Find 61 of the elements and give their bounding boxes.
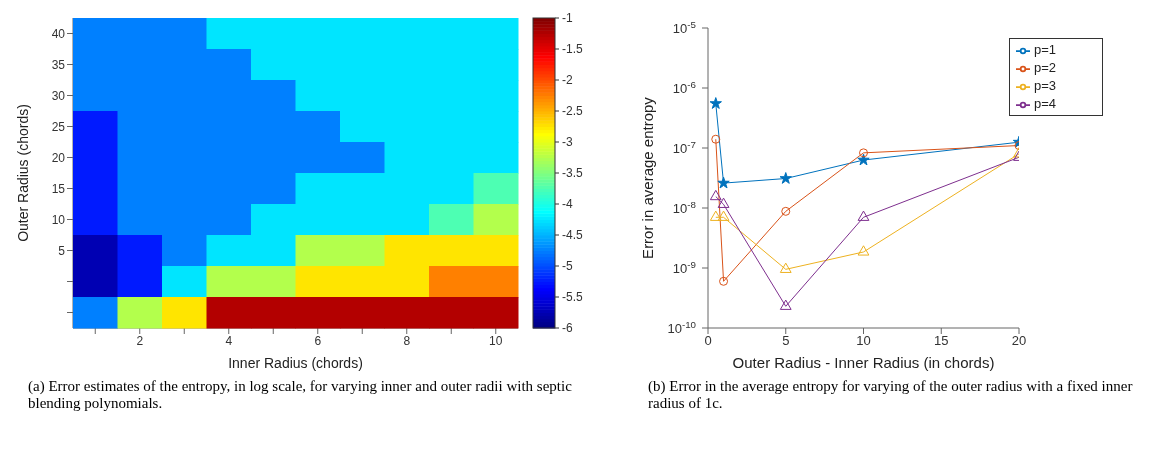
color-bar-label: -3 [562,135,573,149]
x-tick-label: 6 [314,333,322,348]
color-bar-label: -1 [562,11,573,25]
y-tick-label: 10$^{-6}$ [672,78,696,96]
y-tick-label: 10$^{-9}$ [672,258,696,276]
y-tick-label: 40 [51,26,66,41]
legend-label: p=4 [1034,96,1057,111]
point [779,299,792,310]
x-tick-label: 10 [489,333,503,348]
color-bar-label: -1.5 [562,42,583,56]
point [779,172,792,184]
point [857,153,870,166]
x-tick-label: 2 [136,333,144,348]
y-tick-label: 10$^{-7}$ [672,138,696,156]
y-tick-label: 10 [51,212,66,227]
point [709,97,722,109]
legend-label: p=1 [1034,42,1057,57]
point [779,262,792,273]
x-tick-label: 4 [225,333,233,348]
point [709,210,722,221]
point [857,210,870,221]
x-tick-label: 15 [934,333,949,349]
point [857,245,870,256]
x-tick-label: 5 [782,333,790,349]
legend-label: p=2 [1034,60,1057,75]
point [717,197,730,208]
text: (b) Error in the average entropy for varying of the outer radius with a fixed inner radius of 1c. [648,378,1134,412]
y-tick-label: 15 [51,181,66,196]
color-bar-label: -3.5 [562,166,583,180]
y-tick-label: 25 [51,119,66,134]
color-bar-label: -5.5 [562,290,583,304]
x-tick-label: 10 [856,333,871,349]
point [717,210,730,221]
x-tick-label: 0 [704,333,712,349]
x-tick-label: 20 [1011,333,1027,349]
color-bar-label: -5 [562,259,573,273]
color-bar-label: -6 [562,321,573,335]
point [719,276,729,286]
y-axis-title: Outer Radius (chords) [14,104,31,242]
y-tick-label: 10$^{-10}$ [667,318,697,336]
point [711,134,721,144]
color-bar-label: -4 [562,197,573,211]
point [781,206,791,216]
y-tick-label: 5 [58,243,66,258]
legend-label: p=3 [1034,78,1057,93]
y-tick-label: 35 [51,57,66,72]
y-tick-label: 10$^{-5}$ [672,18,697,36]
x-tick-label: 8 [403,333,411,348]
y-axis-title: Error in average entropy [639,96,657,259]
point [859,148,868,158]
x-axis-title: Inner Radius (chords) [228,355,363,371]
y-tick-label: 30 [51,88,66,103]
y-tick-label: 20 [51,150,66,165]
point [717,176,730,189]
y-tick-label: 10$^{-8}$ [672,198,696,216]
color-bar-label: -4.5 [562,228,583,242]
color-bar-label: -2 [562,73,573,87]
point [709,189,722,201]
color-bar-label: -2.5 [562,104,583,118]
x-axis-title: Outer Radius - Inner Radius (in chords) [732,354,995,371]
text: (a) Error estimates of the entropy, in log scale, for varying inner and outer radii with septic blending polynomials. [28,378,573,412]
